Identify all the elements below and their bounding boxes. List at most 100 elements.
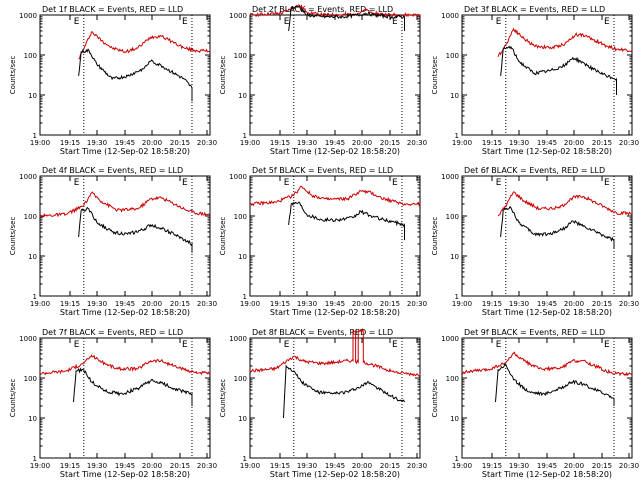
x-tick-label: 20:00 xyxy=(352,462,372,470)
plot-frame xyxy=(39,175,211,297)
chart-panel-6: Det 6f BLACK = Events, RED = LLD 1 10 100 10… xyxy=(431,166,639,317)
event-marker-label: E xyxy=(392,340,398,350)
y-tick-label: 100 xyxy=(234,375,247,383)
y-tick-label: 100 xyxy=(234,213,247,221)
lld-series-line xyxy=(78,31,211,60)
y-tick-label: 100 xyxy=(24,375,37,383)
x-tick-label: 19:15 xyxy=(60,300,80,308)
events-series-line xyxy=(73,367,193,406)
x-tick-label: 19:30 xyxy=(87,139,107,147)
y-tick-label: 1000 xyxy=(19,12,37,20)
x-tick-label: 19:15 xyxy=(60,139,80,147)
event-marker-label: E xyxy=(392,178,398,188)
lld-series-line xyxy=(497,191,633,217)
y-tick-label: 1 xyxy=(455,132,459,140)
y-tick-label: 100 xyxy=(234,52,247,60)
y-tick-label: 1000 xyxy=(441,173,459,181)
x-tick-label: 19:00 xyxy=(452,462,472,470)
x-tick-label: 19:45 xyxy=(325,462,345,470)
x-tick-label: 19:15 xyxy=(482,300,502,308)
y-axis-label: Counts/sec xyxy=(9,56,17,95)
event-marker-label: E xyxy=(182,340,188,350)
events-series-line xyxy=(500,45,617,95)
x-tick-label: 19:15 xyxy=(482,462,502,470)
x-axis-label: Start Time (12-Sep-02 18:58:20) xyxy=(482,470,612,479)
x-tick-label: 19:30 xyxy=(87,462,107,470)
y-axis-label: Counts/sec xyxy=(219,56,227,95)
y-tick-label: 1 xyxy=(33,293,37,301)
chart-panel-7: Det 7f BLACK = Events, RED = LLD 1 10 100 10… xyxy=(9,328,217,479)
x-tick-label: 19:00 xyxy=(240,462,260,470)
event-marker-label: E xyxy=(74,178,80,188)
x-tick-label: 20:00 xyxy=(564,139,584,147)
x-tick-label: 19:00 xyxy=(240,139,260,147)
x-tick-label: 19:30 xyxy=(297,139,317,147)
x-tick-label: 20:30 xyxy=(407,139,427,147)
chart-panel-4: Det 4f BLACK = Events, RED = LLD 1 10 100 10… xyxy=(9,166,217,317)
x-tick-label: 19:30 xyxy=(509,300,529,308)
plot-frame xyxy=(39,14,211,136)
x-tick-label: 19:15 xyxy=(270,462,290,470)
x-tick-label: 20:00 xyxy=(142,300,162,308)
y-tick-label: 1 xyxy=(455,455,459,463)
x-tick-label: 20:00 xyxy=(142,139,162,147)
x-axis-label: Start Time (12-Sep-02 18:58:20) xyxy=(270,308,400,317)
x-tick-label: 20:00 xyxy=(564,462,584,470)
chart-title: Det 2f BLACK = Events, RED = LLD xyxy=(252,5,393,14)
x-axis-label: Start Time (12-Sep-02 18:58:20) xyxy=(482,147,612,156)
y-tick-label: 100 xyxy=(446,52,459,60)
x-tick-label: 20:15 xyxy=(592,139,612,147)
x-axis-label: Start Time (12-Sep-02 18:58:20) xyxy=(60,470,190,479)
y-tick-label: 10 xyxy=(450,415,459,423)
chart-title: Det 3f BLACK = Events, RED = LLD xyxy=(464,5,605,14)
chart-title: Det 8f BLACK = Events, RED = LLD xyxy=(252,328,393,337)
x-tick-label: 19:00 xyxy=(30,300,50,308)
event-marker-label: E xyxy=(284,17,290,27)
y-axis-label: Counts/sec xyxy=(431,379,439,418)
x-tick-label: 20:15 xyxy=(380,139,400,147)
plot-frame xyxy=(249,175,421,297)
y-tick-label: 1000 xyxy=(229,173,247,181)
x-axis-label: Start Time (12-Sep-02 18:58:20) xyxy=(60,308,190,317)
x-tick-label: 20:30 xyxy=(619,139,639,147)
events-series-line xyxy=(288,5,405,31)
x-tick-label: 19:45 xyxy=(325,139,345,147)
y-tick-label: 1000 xyxy=(441,335,459,343)
x-tick-label: 19:45 xyxy=(537,300,557,308)
y-tick-label: 10 xyxy=(238,92,247,100)
event-marker-label: E xyxy=(496,178,502,188)
y-tick-label: 10 xyxy=(28,415,37,423)
x-tick-label: 20:15 xyxy=(170,300,190,308)
event-marker-label: E xyxy=(604,178,610,188)
x-tick-label: 20:15 xyxy=(170,462,190,470)
x-tick-label: 20:00 xyxy=(564,300,584,308)
event-marker-label: E xyxy=(74,340,80,350)
plot-frame xyxy=(461,14,633,136)
plot-frame xyxy=(249,14,421,136)
y-tick-label: 10 xyxy=(450,92,459,100)
y-tick-label: 10 xyxy=(28,253,37,261)
x-tick-label: 20:30 xyxy=(407,300,427,308)
x-tick-label: 20:15 xyxy=(170,139,190,147)
x-tick-label: 20:15 xyxy=(592,462,612,470)
events-series-line xyxy=(78,48,193,102)
x-tick-label: 19:45 xyxy=(537,462,557,470)
x-tick-label: 19:00 xyxy=(30,462,50,470)
lld-series-line xyxy=(249,185,421,207)
y-tick-label: 1000 xyxy=(19,173,37,181)
events-series-line xyxy=(283,364,405,419)
y-axis-label: Counts/sec xyxy=(9,217,17,256)
y-tick-label: 10 xyxy=(238,253,247,261)
chart-panel-3: Det 3f BLACK = Events, RED = LLD 1 10 100 10… xyxy=(431,5,639,156)
x-axis-label: Start Time (12-Sep-02 18:58:20) xyxy=(60,147,190,156)
x-tick-label: 19:30 xyxy=(297,300,317,308)
x-tick-label: 20:30 xyxy=(407,462,427,470)
y-tick-label: 10 xyxy=(238,415,247,423)
x-tick-label: 20:15 xyxy=(592,300,612,308)
x-tick-label: 20:15 xyxy=(380,300,400,308)
event-marker-label: E xyxy=(182,17,188,27)
y-tick-label: 1 xyxy=(33,455,37,463)
x-tick-label: 19:15 xyxy=(270,300,290,308)
lld-series-line xyxy=(39,354,211,376)
